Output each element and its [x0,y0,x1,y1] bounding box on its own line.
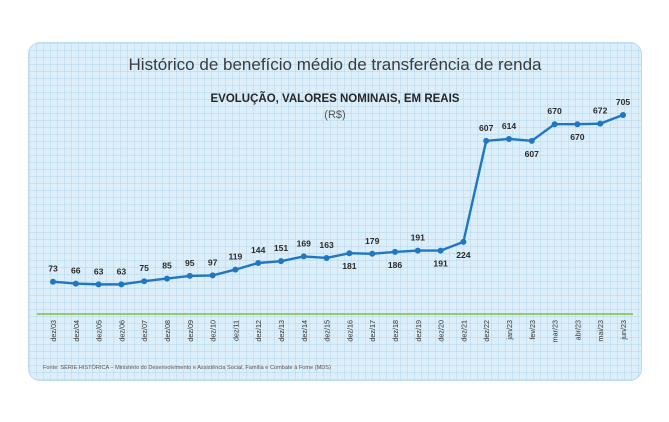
data-point [483,137,490,144]
x-tick-label: dez/17 [368,320,377,342]
data-point [620,111,626,118]
data-point [164,275,170,282]
data-label: 191 [433,259,448,269]
chart-unit: (R$) [324,109,346,121]
data-point [118,281,125,288]
x-tick-label: mar/23 [551,320,560,342]
x-tick-label: dez/13 [277,320,286,342]
x-tick-label: dez/05 [95,320,104,342]
data-label: 179 [365,236,380,246]
x-tick-label: dez/12 [254,320,263,342]
data-label: 95 [185,258,195,268]
x-tick-label: dez/04 [72,320,81,342]
chart-subtitle: EVOLUÇÃO, VALORES NOMINAIS, EM REAIS [210,93,460,105]
data-point [528,137,535,144]
data-label: 607 [479,123,494,133]
data-point [346,250,353,257]
data-point [141,278,148,285]
data-label: 119 [228,252,242,262]
data-point [232,266,239,273]
data-label: 672 [593,106,608,116]
data-label: 151 [274,243,289,253]
x-tick-label: abr/23 [573,320,582,340]
data-label: 614 [502,121,517,131]
data-label: 85 [162,261,172,271]
data-label: 670 [547,106,562,116]
series-line [52,113,624,286]
data-label: 75 [139,263,149,273]
data-point [551,121,558,128]
chart-title: Histórico de benefício médio de transfer… [128,55,542,74]
x-tick-label: fev/23 [528,320,537,340]
x-tick-label: dez/15 [323,320,332,342]
chart-card: Histórico de benefício médio de transfer… [28,42,642,381]
data-label: 670 [570,132,585,142]
x-tick-label: dez/09 [186,320,195,342]
data-label: 63 [94,266,104,276]
data-point [255,260,262,266]
data-label: 97 [208,257,218,267]
x-tick-label: dez/10 [209,320,218,342]
data-label: 186 [388,260,403,270]
x-tick-label: dez/08 [163,320,172,342]
data-label: 607 [525,149,540,159]
x-tick-label: dez/07 [140,320,149,342]
data-point [392,248,398,255]
x-tick-label: dez/16 [345,320,354,342]
data-point [506,135,512,142]
data-point [323,254,330,261]
data-point [414,247,421,254]
data-label: 73 [48,264,58,274]
x-tick-label: dez/06 [117,320,126,342]
data-label: 63 [117,266,127,276]
data-point [278,258,284,265]
data-label: 181 [342,261,357,271]
data-point [95,281,102,288]
x-tick-label: dez/21 [459,320,468,342]
data-point [209,272,216,279]
x-tick-label: jun/23 [619,320,628,341]
data-label: 144 [251,245,266,255]
x-tick-label: dez/20 [437,320,446,342]
x-tick-label: jan/23 [505,320,514,341]
data-label: 705 [616,97,631,107]
x-tick-label: mai/23 [596,320,605,342]
data-point [369,250,376,257]
data-point [574,121,581,128]
x-tick-label: dez/14 [300,320,309,342]
data-point [50,278,56,285]
data-label: 163 [319,240,334,250]
x-tick-label: dez/19 [414,320,423,342]
data-point [597,120,604,127]
data-point [72,280,79,287]
data-label: 191 [411,233,426,243]
data-point [437,247,444,254]
x-tick-label: dez/18 [391,320,400,342]
data-label: 66 [71,266,81,276]
source-note: Fonte: SÉRIE HISTÓRICA – Ministério do D… [43,365,331,371]
line-chart: dez/03 dez/04 dez/05 dez/06 dez/07 dez/08 dez/… [37,97,633,342]
x-tick-label: dez/03 [49,320,58,342]
data-label: 169 [297,238,312,248]
x-tick-label: dez/22 [482,320,491,342]
data-point [460,238,467,245]
data-point [300,253,307,260]
data-label: 224 [456,250,471,260]
data-point [186,272,193,279]
x-tick-label: dez/11 [231,320,240,341]
